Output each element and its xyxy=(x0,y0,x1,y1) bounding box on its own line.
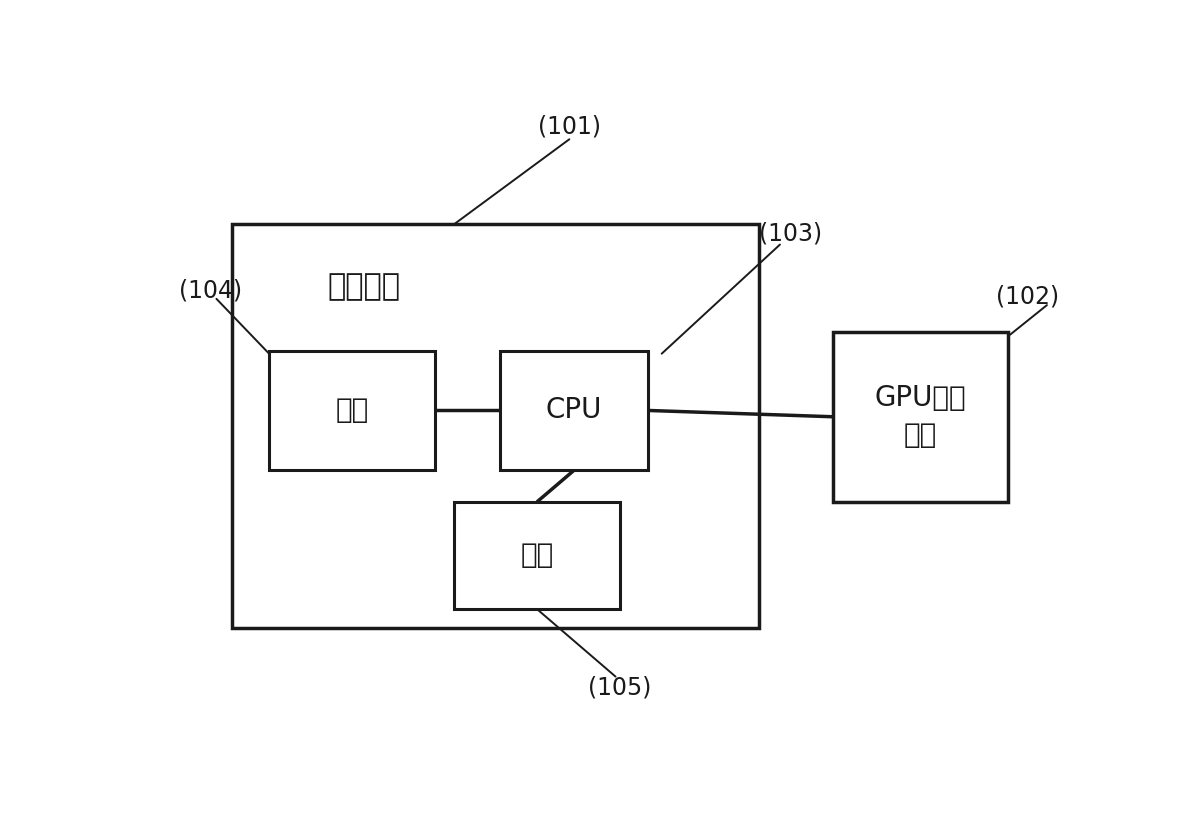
Bar xyxy=(269,351,435,470)
Bar xyxy=(832,332,1008,502)
Text: 主机系统: 主机系统 xyxy=(328,272,401,301)
Text: 磁盘: 磁盘 xyxy=(521,541,553,569)
Text: 内存: 内存 xyxy=(336,396,368,424)
Text: CPU: CPU xyxy=(546,396,602,424)
Text: (101): (101) xyxy=(538,115,601,138)
Bar xyxy=(501,351,648,470)
Text: (105): (105) xyxy=(589,676,652,700)
Text: (102): (102) xyxy=(995,285,1058,309)
Text: GPU计算
集群: GPU计算 集群 xyxy=(875,384,967,449)
Bar xyxy=(454,502,620,609)
Text: (104): (104) xyxy=(179,278,242,303)
Text: (103): (103) xyxy=(759,222,822,246)
Bar xyxy=(232,224,758,628)
